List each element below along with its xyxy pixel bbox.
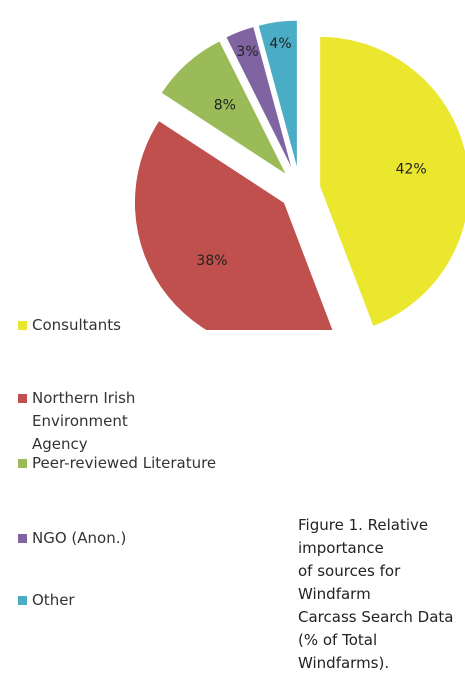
data-label: 4%	[269, 36, 291, 52]
legend-swatch	[18, 459, 27, 468]
data-label: 3%	[236, 44, 258, 60]
pie-slice	[319, 35, 465, 328]
legend-label: Peer-reviewed Literature	[32, 454, 217, 472]
caption: Figure 1. Relative importance of sources …	[298, 514, 465, 675]
legend-swatch	[18, 534, 27, 543]
chart: 42% 38% 8% 3% 4%	[134, 19, 465, 330]
data-label: 8%	[214, 98, 236, 114]
legend-swatch	[18, 321, 27, 330]
legend-label: Northern Irish Environment Agency	[32, 389, 136, 453]
caption-line: of sources for Windfarm	[298, 562, 401, 603]
pie-slice	[134, 119, 334, 330]
legend-swatch	[18, 596, 27, 605]
legend-item: Peer-reviewed Literature	[18, 452, 222, 475]
caption-line: Carcass Search Data	[298, 608, 454, 626]
pie-slice	[160, 40, 288, 177]
legend-label: NGO (Anon.)	[32, 529, 127, 547]
pie-slice	[257, 19, 298, 171]
caption-line: (% of Total Windfarms).	[298, 631, 390, 672]
legend-label: Consultants	[32, 316, 121, 334]
data-label: 42%	[396, 162, 427, 178]
caption-line: Figure 1. Relative importance	[298, 516, 429, 557]
legend-item: Consultants	[18, 314, 222, 337]
page: {"chart_data": {"type": "pie", "categori…	[18, 19, 465, 672]
legend-swatch	[18, 394, 27, 403]
legend-item: NGO (Anon.)	[18, 527, 222, 550]
pie-slice	[225, 25, 294, 172]
legend-label: Other	[32, 591, 75, 609]
data-label: 38%	[196, 253, 227, 269]
legend-item: Northern Irish Environment Agency	[18, 387, 162, 456]
legend-item: Other	[18, 589, 222, 612]
